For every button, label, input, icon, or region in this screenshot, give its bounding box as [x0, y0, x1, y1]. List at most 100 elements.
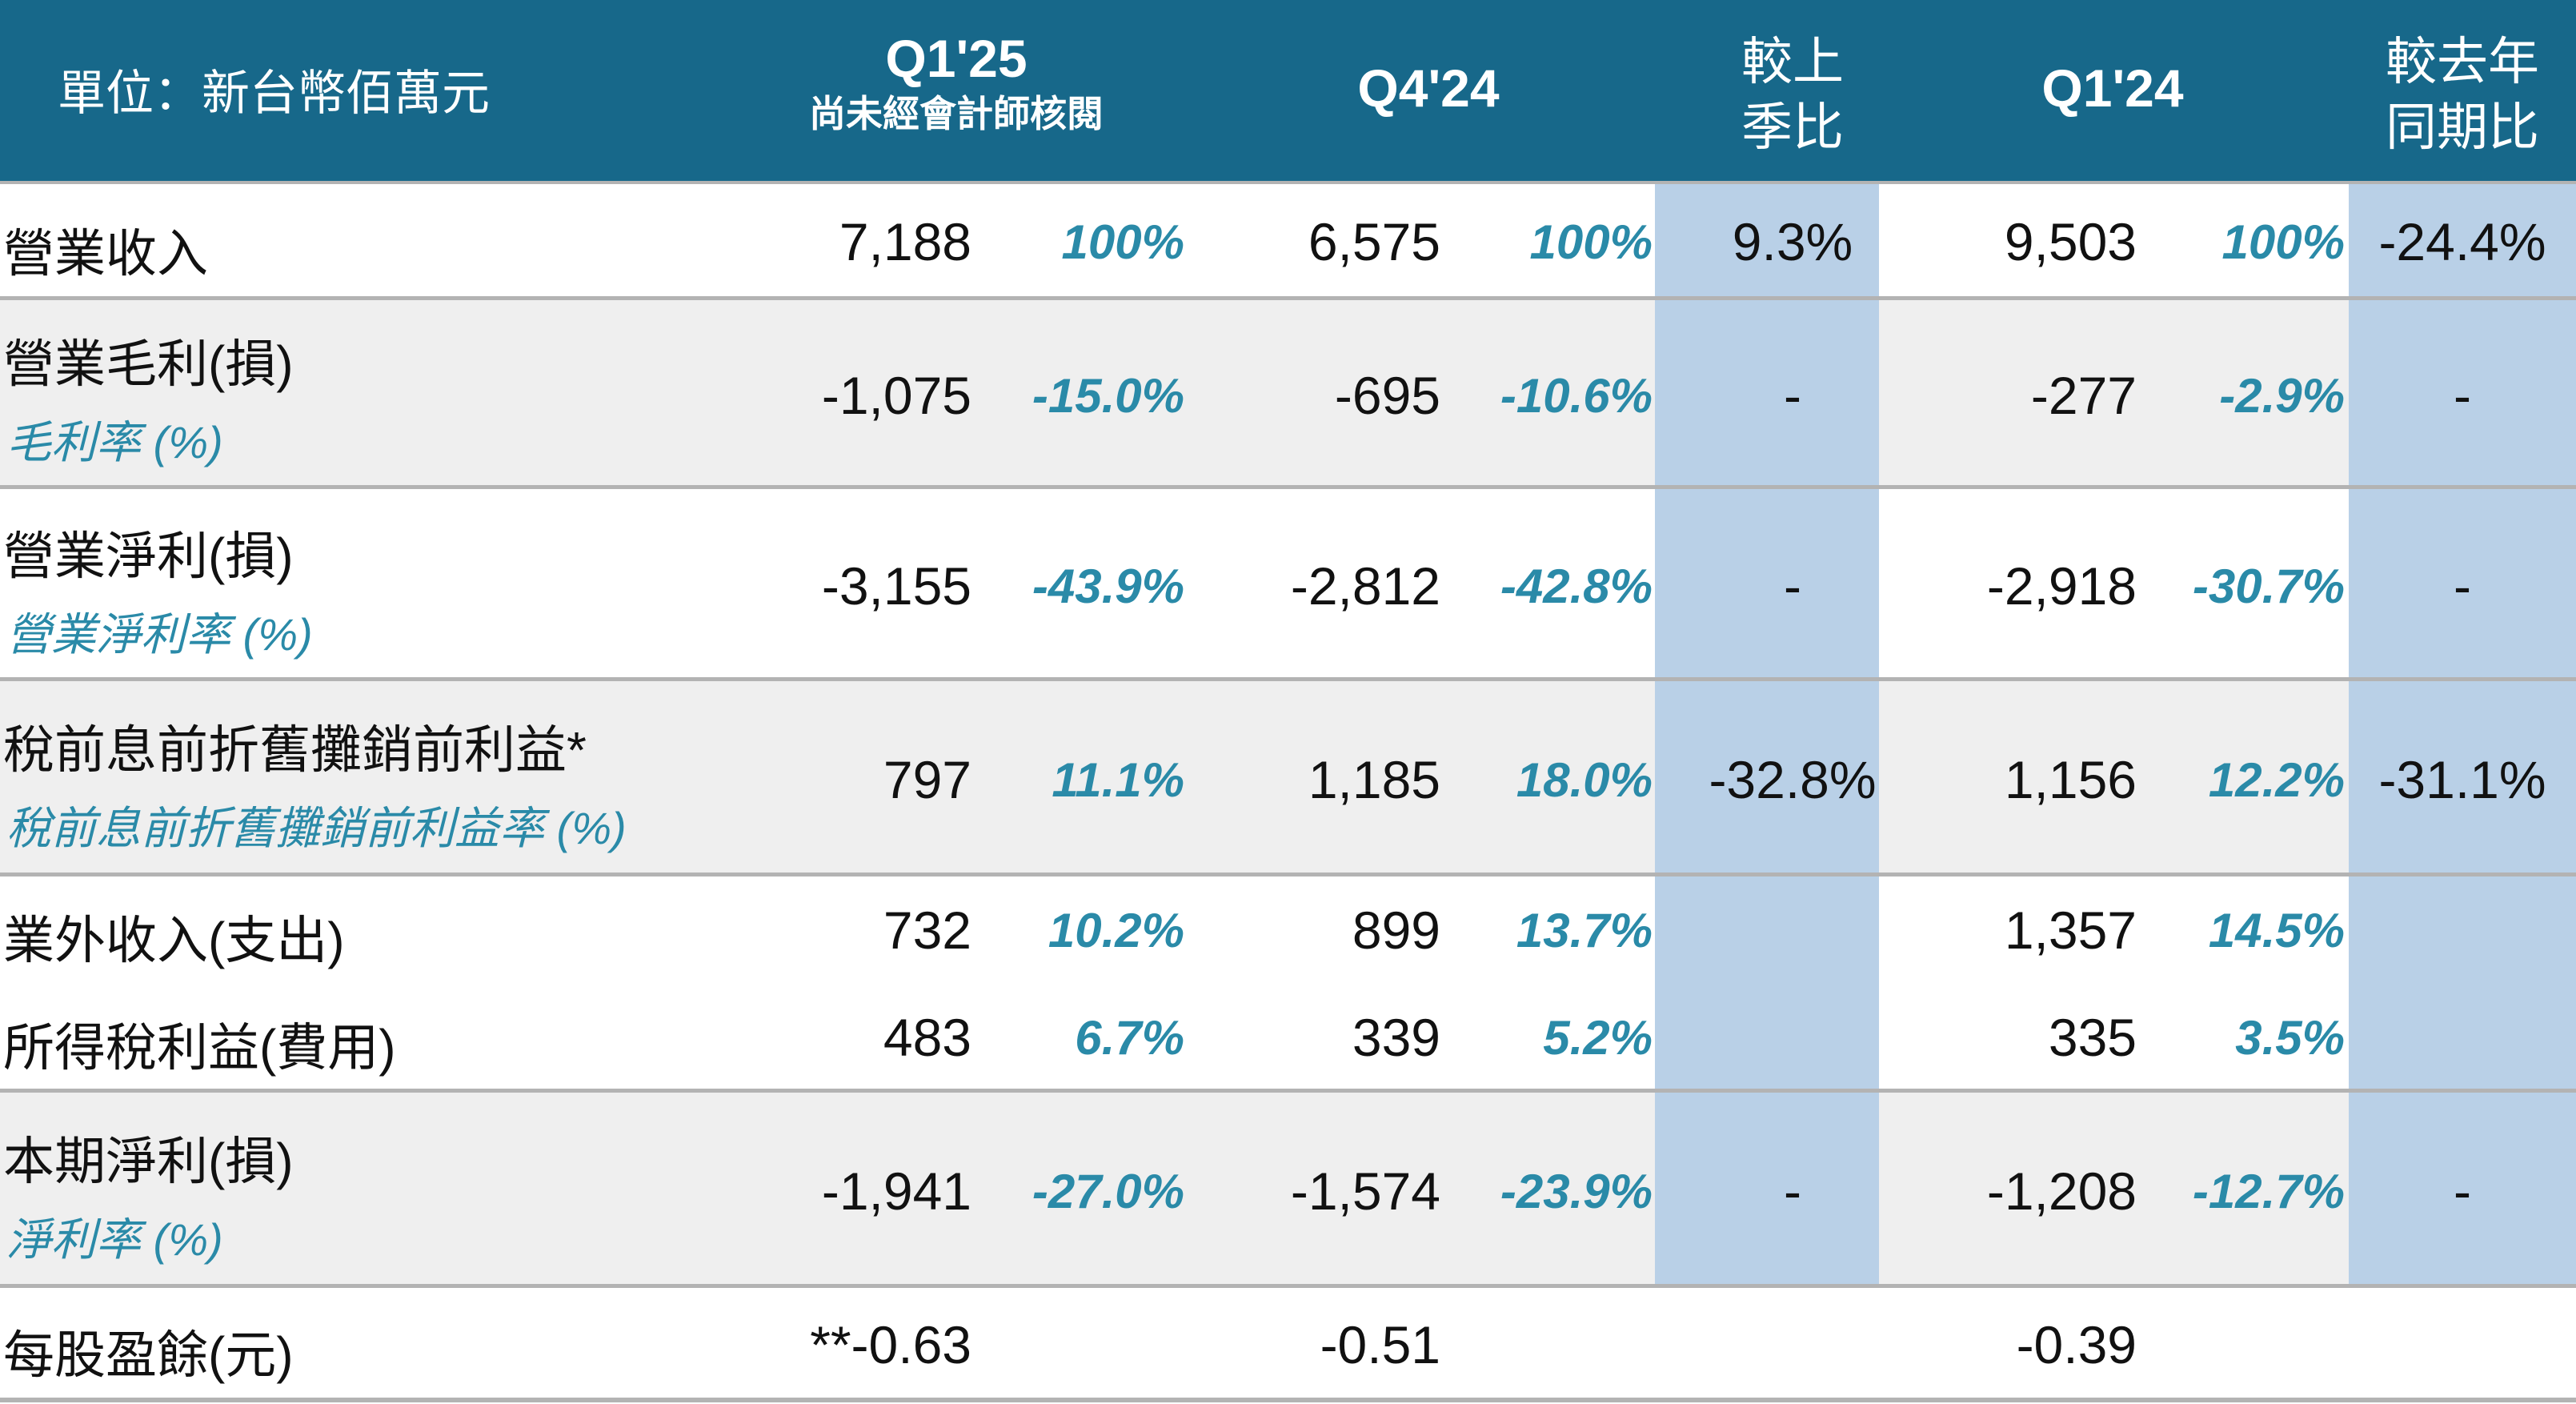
q424-value: 339: [1352, 1008, 1440, 1067]
q124-value: -277: [2030, 366, 2137, 425]
table-row-operating-income: 營業淨利(損) 營業淨利率 (%) -3,155 -43.9% -2,812 -…: [0, 488, 2576, 677]
row-sublabel: 毛利率 (%): [6, 417, 223, 467]
q424-pct: 5.2%: [1543, 1011, 1653, 1065]
row-label: 業外收入(支出): [3, 912, 345, 969]
q124-value: -1,208: [1986, 1161, 2137, 1221]
table-header: 單位：新台幣佰萬元 Q1'25 尚未經會計師核閱 Q4'24 較上 季比 Q1'…: [0, 0, 2576, 181]
header-q1-25: Q1'25 尚未經會計師核閱: [744, 26, 1168, 136]
row-divider: [0, 1398, 2576, 1402]
row-band: [0, 183, 2576, 296]
header-qoq-line2: 季比: [1741, 98, 1844, 156]
row-divider: [0, 1089, 2576, 1093]
table-row-ebitda: 稅前息前折舊攤銷前利益* 稅前息前折舊攤銷前利益率 (%) 797 11.1% …: [0, 680, 2576, 872]
row-sublabel: 稅前息前折舊攤銷前利益率 (%): [6, 803, 627, 853]
q124-pct: -30.7%: [2192, 560, 2345, 613]
yoy-column-shade: [2349, 181, 2576, 1284]
q424-pct: 13.7%: [1516, 904, 1653, 957]
q124-value: 1,156: [2004, 750, 2137, 809]
qoq-change: -: [1784, 1161, 1801, 1221]
row-band: [0, 1092, 2576, 1284]
qoq-column-shade: [1655, 181, 1879, 1284]
q424-value: 1,185: [1308, 750, 1440, 809]
header-yoy-line1: 較去年: [2386, 33, 2539, 90]
q124-pct: 12.2%: [2208, 753, 2345, 807]
q125-value: 483: [883, 1008, 972, 1067]
q124-value: -0.39: [2016, 1315, 2137, 1374]
q124-pct: 14.5%: [2208, 904, 2345, 957]
row-divider: [0, 1284, 2576, 1288]
yoy-change: -: [2454, 366, 2471, 425]
row-sublabel: 營業淨利率 (%): [6, 609, 313, 660]
q124-pct: 3.5%: [2235, 1011, 2345, 1065]
header-q4-24: Q4'24: [1357, 58, 1500, 118]
q125-value: 797: [883, 750, 972, 809]
row-label: 本期淨利(損): [3, 1133, 294, 1190]
q125-pct: 100%: [1061, 215, 1184, 269]
row-label: 所得稅利益(費用): [3, 1019, 396, 1077]
header-qoq: 較上 季比: [1657, 29, 1929, 160]
q125-pct: -43.9%: [1032, 560, 1184, 613]
qoq-change: -: [1784, 366, 1801, 425]
table-row-income-tax: 所得稅利益(費用) 483 6.7% 339 5.2% 335 3.5%: [0, 983, 2576, 1089]
q424-value: 6,575: [1308, 212, 1440, 271]
q124-value: 1,357: [2004, 901, 2137, 960]
q424-pct: -23.9%: [1500, 1165, 1653, 1218]
q124-value: 9,503: [2004, 212, 2137, 271]
table-row-eps: 每股盈餘(元) **-0.63 -0.51 -0.39: [0, 1287, 2576, 1398]
q424-value: -2,812: [1290, 556, 1440, 616]
q424-value: 899: [1352, 901, 1440, 960]
q124-pct: -2.9%: [2219, 369, 2345, 423]
row-divider: [0, 485, 2576, 489]
header-q1-24: Q1'24: [2041, 58, 2184, 118]
q124-value: 335: [2048, 1008, 2137, 1067]
table-row-revenue: 營業收入 7,188 100% 6,575 100% 9.3% 9,503 10…: [0, 183, 2576, 296]
row-band: [0, 876, 2576, 1089]
header-q1-25-note: 尚未經會計師核閱: [809, 93, 1104, 134]
qoq-change: -32.8%: [1709, 750, 1877, 809]
qoq-change: -: [1784, 556, 1801, 616]
row-label: 營業淨利(損): [3, 528, 294, 585]
yoy-change: -31.1%: [2378, 750, 2546, 809]
row-sublabel: 淨利率 (%): [6, 1214, 223, 1265]
q125-pct: -15.0%: [1032, 369, 1184, 423]
header-yoy: 較去年 同期比: [2349, 29, 2576, 160]
q125-value: -1,941: [821, 1161, 972, 1221]
header-q1-25-title: Q1'25: [885, 29, 1028, 88]
q424-pct: -10.6%: [1500, 369, 1653, 423]
header-qoq-line1: 較上: [1741, 33, 1844, 90]
q424-value: -0.51: [1320, 1315, 1440, 1374]
row-band: [0, 680, 2576, 872]
q124-value: -2,918: [1986, 556, 2137, 616]
q424-pct: 100%: [1529, 215, 1653, 269]
row-label: 稅前息前折舊攤銷前利益*: [3, 721, 587, 779]
q125-value: -1,075: [821, 366, 972, 425]
table-row-non-operating: 業外收入(支出) 732 10.2% 899 13.7% 1,357 14.5%: [0, 876, 2576, 983]
table-row-gross-profit: 營業毛利(損) 毛利率 (%) -1,075 -15.0% -695 -10.6…: [0, 299, 2576, 485]
unit-label: 單位：新台幣佰萬元: [58, 66, 490, 120]
q125-value: **-0.63: [810, 1315, 972, 1374]
q125-value: 732: [883, 901, 972, 960]
yoy-change: -24.4%: [2378, 212, 2546, 271]
q125-pct: 6.7%: [1075, 1011, 1184, 1065]
q424-value: -695: [1334, 366, 1440, 425]
q424-pct: -42.8%: [1500, 560, 1653, 613]
q124-pct: 100%: [2221, 215, 2345, 269]
header-yoy-line2: 同期比: [2386, 98, 2539, 156]
row-band: [0, 1287, 2576, 1401]
row-band: [0, 488, 2576, 677]
q124-pct: -12.7%: [2192, 1165, 2345, 1218]
q424-pct: 18.0%: [1516, 753, 1653, 807]
q424-value: -1,574: [1290, 1161, 1440, 1221]
row-divider: [0, 181, 2576, 184]
row-label: 營業毛利(損): [3, 335, 294, 393]
q125-value: 7,188: [839, 212, 972, 271]
row-divider: [0, 677, 2576, 681]
row-label: 每股盈餘(元): [3, 1326, 294, 1384]
row-label: 營業收入: [3, 225, 208, 283]
row-divider: [0, 296, 2576, 300]
row-divider: [0, 872, 2576, 876]
q125-pct: -27.0%: [1032, 1165, 1184, 1218]
yoy-change: -: [2454, 556, 2471, 616]
qoq-change: 9.3%: [1732, 212, 1853, 271]
